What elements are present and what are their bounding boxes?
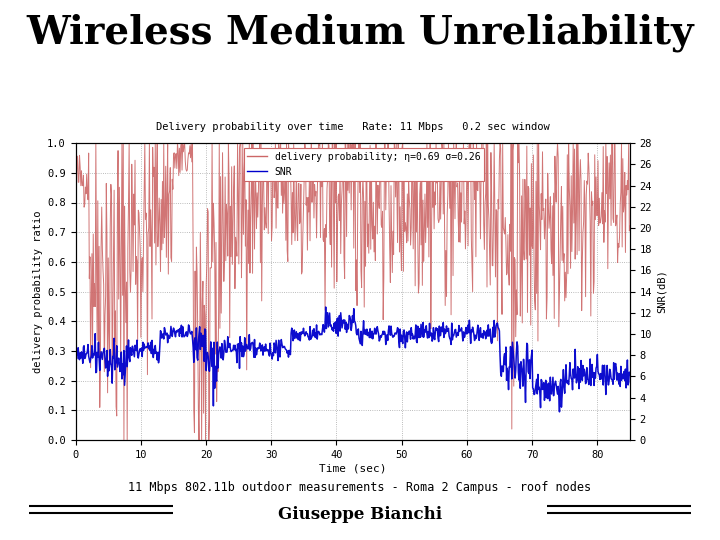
Text: 11 Mbps 802.11b outdoor measurements - Roma 2 Campus - roof nodes: 11 Mbps 802.11b outdoor measurements - R… [128,481,592,494]
Legend: delivery probability; η=0.69 σ=0.26, SNR: delivery probability; η=0.69 σ=0.26, SNR [243,148,485,180]
Y-axis label: delivery probability ratio: delivery probability ratio [33,211,43,373]
Text: Delivery probability over time   Rate: 11 Mbps   0.2 sec window: Delivery probability over time Rate: 11 … [156,122,549,132]
Text: Wireless Medium Unreliability: Wireless Medium Unreliability [26,14,694,52]
Y-axis label: SNR(dB): SNR(dB) [657,269,667,314]
Text: Giuseppe Bianchi: Giuseppe Bianchi [278,506,442,523]
X-axis label: Time (sec): Time (sec) [319,464,387,474]
